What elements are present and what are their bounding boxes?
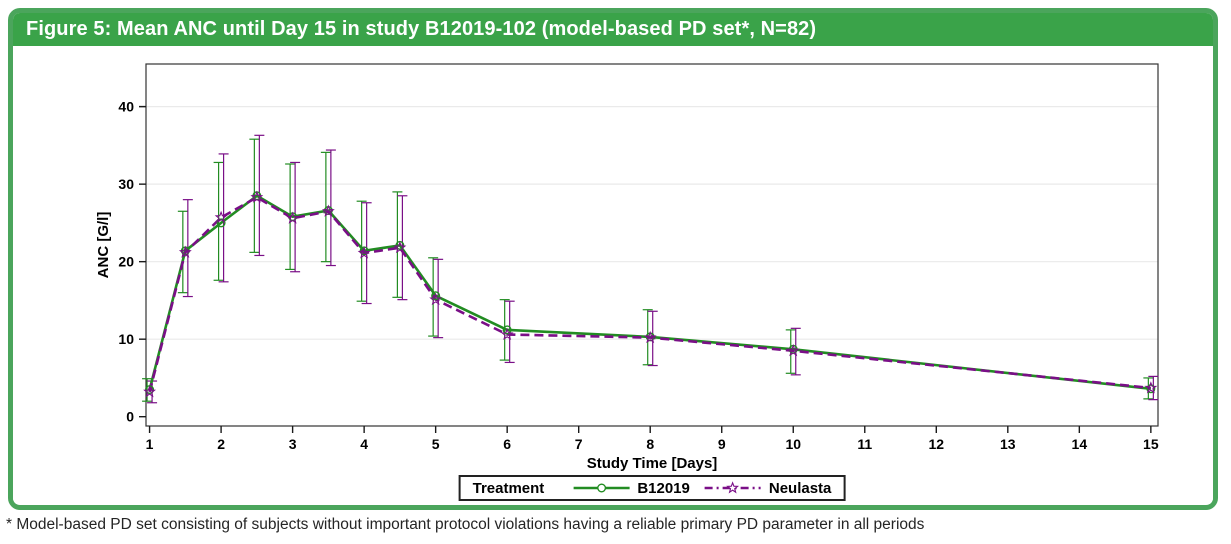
svg-text:11: 11 (857, 436, 872, 452)
b12019-line-sample-icon (573, 483, 630, 493)
svg-text:2: 2 (217, 436, 225, 452)
markers-neulasta (143, 190, 1158, 398)
legend-item-neulasta: Neulasta (704, 479, 832, 497)
svg-text:15: 15 (1143, 436, 1159, 452)
svg-text:1: 1 (146, 436, 154, 452)
svg-text:3: 3 (289, 436, 297, 452)
svg-text:13: 13 (1000, 436, 1016, 452)
svg-text:8: 8 (646, 436, 654, 452)
svg-text:0: 0 (126, 409, 134, 425)
neulasta-line-sample-icon (704, 481, 761, 494)
svg-text:20: 20 (118, 254, 134, 270)
svg-text:9: 9 (718, 436, 726, 452)
legend-item-b12019: B12019 (572, 480, 690, 497)
figure-title: Figure 5: Mean ANC until Day 15 in study… (26, 17, 817, 40)
svg-text:6: 6 (503, 436, 511, 452)
svg-text:10: 10 (785, 436, 801, 452)
legend-title: Treatment (472, 479, 545, 497)
plot-frame (145, 63, 1159, 427)
legend-label-b12019: B12019 (637, 479, 690, 497)
svg-text:14: 14 (1072, 436, 1088, 452)
x-axis: 1 2 3 4 5 6 7 8 9 10 11 12 13 14 15 (146, 426, 1159, 452)
y-axis-label: ANC [G/l] (95, 212, 112, 279)
chart-panel: 0 10 20 30 40 1 2 3 4 5 6 7 8 9 10 11 12 13 14 15 ANC [G/l] S… (13, 46, 1213, 504)
gridlines (146, 106, 1158, 340)
footnote: * Model-based PD set consisting of subje… (6, 516, 925, 533)
svg-text:5: 5 (432, 436, 440, 452)
svg-text:4: 4 (360, 436, 368, 452)
svg-text:7: 7 (575, 436, 583, 452)
x-axis-label: Study Time [Days] (587, 455, 718, 472)
svg-text:40: 40 (118, 99, 134, 115)
series-line-neulasta (148, 196, 1151, 393)
legend-label-neulasta: Neulasta (768, 479, 832, 497)
figure-title-bar: Figure 5: Mean ANC until Day 15 in study… (13, 13, 1213, 46)
svg-text:30: 30 (118, 176, 134, 192)
markers-b12019 (145, 191, 1156, 395)
error-bars-b12019 (142, 138, 1154, 402)
legend-box: Treatment B12019 Neulasta (458, 475, 846, 501)
error-bars-neulasta (147, 134, 1159, 404)
svg-text:12: 12 (929, 436, 945, 452)
series-line-b12019 (148, 194, 1151, 391)
svg-text:10: 10 (118, 331, 134, 347)
figure-container: Figure 5: Mean ANC until Day 15 in study… (8, 8, 1218, 510)
y-axis: 0 10 20 30 40 (118, 99, 146, 425)
